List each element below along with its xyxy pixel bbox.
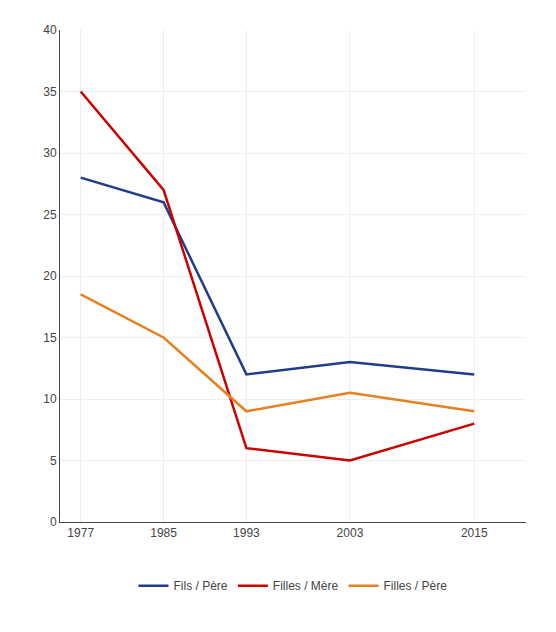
svg-text:10: 10 (43, 392, 57, 406)
svg-text:1985: 1985 (150, 526, 177, 540)
svg-text:0: 0 (50, 515, 57, 529)
svg-text:35: 35 (43, 85, 57, 99)
svg-text:1977: 1977 (67, 526, 94, 540)
svg-text:1993: 1993 (233, 526, 260, 540)
svg-text:2015: 2015 (461, 526, 488, 540)
svg-text:15: 15 (43, 331, 57, 345)
svg-text:40: 40 (43, 23, 57, 37)
svg-text:Fils / Père: Fils / Père (174, 579, 228, 593)
svg-text:30: 30 (43, 146, 57, 160)
svg-text:25: 25 (43, 208, 57, 222)
svg-text:5: 5 (50, 454, 57, 468)
svg-text:2003: 2003 (337, 526, 364, 540)
svg-text:20: 20 (43, 269, 57, 283)
svg-text:Filles / Mère: Filles / Mère (273, 579, 339, 593)
svg-text:Filles / Père: Filles / Père (384, 579, 448, 593)
